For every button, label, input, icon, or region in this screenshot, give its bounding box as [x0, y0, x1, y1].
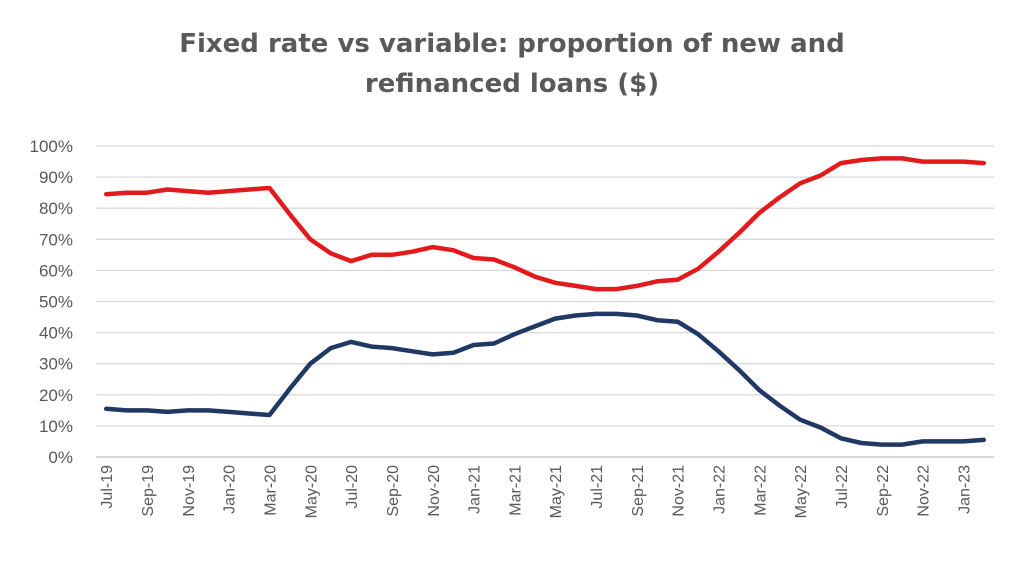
x-tick-label: Jul-19 — [99, 465, 116, 509]
x-tick-label: Mar-21 — [507, 465, 524, 516]
x-tick-label: Jan-21 — [467, 465, 484, 514]
x-tick-label: Nov-22 — [916, 465, 933, 517]
x-tick-label: Jul-20 — [344, 465, 361, 509]
x-tick-label: Nov-20 — [426, 465, 443, 517]
y-tick-label: 50% — [39, 293, 73, 312]
gridlines — [96, 145, 994, 458]
x-tick-label: Jan-20 — [222, 465, 239, 514]
x-tick-label: Sep-19 — [140, 465, 157, 517]
x-axis-ticks: Jul-19 Sep-19 Nov-19 Jan-20 Mar-20 May-20 Jul-… — [99, 465, 973, 518]
y-tick-label: 100% — [30, 137, 73, 156]
y-tick-label: 40% — [39, 324, 73, 343]
x-tick-label: Sep-21 — [630, 465, 647, 517]
chart-title: Fixed rate vs variable: proportion of ne… — [0, 24, 1024, 104]
y-tick-label: 70% — [39, 230, 73, 249]
y-tick-label: 20% — [39, 386, 73, 405]
x-tick-label: May-21 — [548, 465, 565, 518]
series-line-1 — [103, 156, 987, 292]
x-tick-label: Jul-22 — [834, 465, 851, 509]
y-axis-ticks: 0% 10% 20% 30% 40% 50% 60% 70% 80% 90% 100% — [30, 137, 73, 467]
x-tick-label: Sep-22 — [875, 465, 892, 517]
y-tick-label: 30% — [39, 355, 73, 374]
x-tick-label: Jan-23 — [956, 465, 973, 514]
chart-title-line-2: refinanced loans ($) — [364, 69, 660, 99]
x-tick-label: May-20 — [303, 465, 320, 518]
x-tick-label: Mar-22 — [752, 465, 769, 516]
chart-title-line-1: Fixed rate vs variable: proportion of ne… — [179, 29, 845, 59]
y-tick-label: 80% — [39, 199, 73, 218]
y-tick-label: 90% — [39, 168, 73, 187]
x-tick-label: Jan-22 — [711, 465, 728, 514]
x-tick-label: Mar-20 — [262, 465, 279, 516]
x-tick-label: Jul-21 — [589, 465, 606, 509]
y-tick-label: 0% — [48, 448, 73, 467]
x-tick-label: Sep-20 — [385, 465, 402, 517]
y-tick-label: 60% — [39, 261, 73, 280]
x-tick-label: Nov-19 — [181, 465, 198, 517]
series-line-2 — [103, 311, 987, 447]
y-tick-label: 10% — [39, 417, 73, 436]
x-tick-label: May-22 — [793, 465, 810, 518]
series-lines — [103, 156, 987, 447]
x-tick-label: Nov-21 — [671, 465, 688, 517]
